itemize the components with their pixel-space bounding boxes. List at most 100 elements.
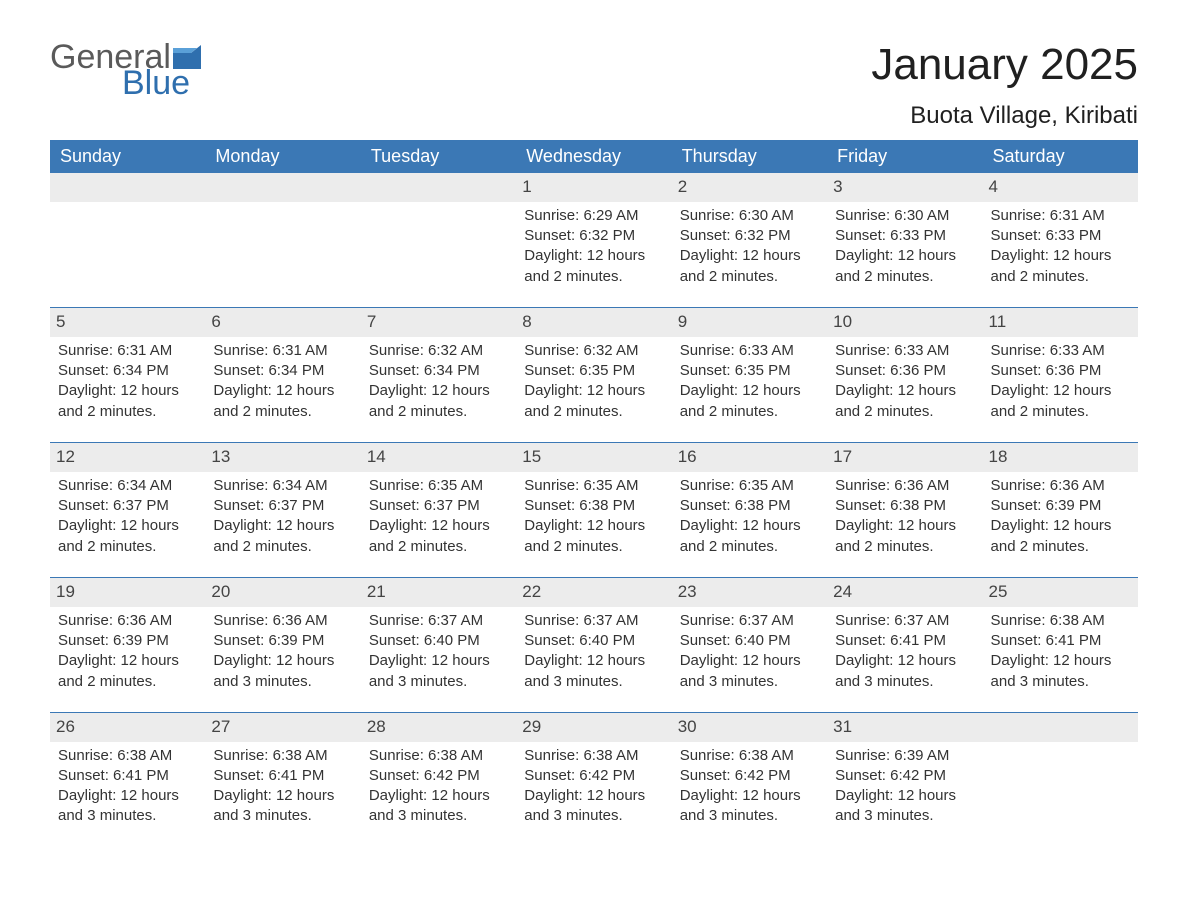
daylight-line: Daylight: 12 hours and 3 minutes.: [58, 786, 197, 827]
sunset-line: Sunset: 6:42 PM: [680, 766, 819, 786]
date-number: 18: [983, 443, 1138, 472]
date-number: [205, 173, 360, 202]
daylight-line: Daylight: 12 hours and 2 minutes.: [58, 516, 197, 557]
sunrise-line: Sunrise: 6:31 AM: [213, 341, 352, 361]
daylight-line: Daylight: 12 hours and 3 minutes.: [524, 651, 663, 692]
sunset-line: Sunset: 6:32 PM: [524, 226, 663, 246]
calendar-day-cell: 30Sunrise: 6:38 AMSunset: 6:42 PMDayligh…: [672, 712, 827, 846]
sunset-line: Sunset: 6:36 PM: [835, 361, 974, 381]
calendar-day-cell: 31Sunrise: 6:39 AMSunset: 6:42 PMDayligh…: [827, 712, 982, 846]
sunrise-line: Sunrise: 6:30 AM: [835, 206, 974, 226]
daylight-line: Daylight: 12 hours and 2 minutes.: [213, 516, 352, 557]
date-number: 28: [361, 713, 516, 742]
sunrise-line: Sunrise: 6:32 AM: [524, 341, 663, 361]
weekday-header: Sunday: [50, 140, 205, 173]
sunrise-line: Sunrise: 6:37 AM: [369, 611, 508, 631]
sunset-line: Sunset: 6:32 PM: [680, 226, 819, 246]
date-number: 26: [50, 713, 205, 742]
calendar-day-cell: [205, 173, 360, 307]
date-number: 6: [205, 308, 360, 337]
daylight-line: Daylight: 12 hours and 3 minutes.: [991, 651, 1130, 692]
sunset-line: Sunset: 6:35 PM: [524, 361, 663, 381]
calendar-day-cell: 18Sunrise: 6:36 AMSunset: 6:39 PMDayligh…: [983, 442, 1138, 577]
calendar-day-cell: 27Sunrise: 6:38 AMSunset: 6:41 PMDayligh…: [205, 712, 360, 846]
sunrise-line: Sunrise: 6:37 AM: [680, 611, 819, 631]
date-number: [50, 173, 205, 202]
daylight-line: Daylight: 12 hours and 2 minutes.: [58, 651, 197, 692]
date-number: 14: [361, 443, 516, 472]
sunrise-line: Sunrise: 6:34 AM: [213, 476, 352, 496]
daylight-line: Daylight: 12 hours and 2 minutes.: [680, 516, 819, 557]
sunrise-line: Sunrise: 6:33 AM: [991, 341, 1130, 361]
daylight-line: Daylight: 12 hours and 3 minutes.: [213, 786, 352, 827]
date-number: 21: [361, 578, 516, 607]
sunrise-line: Sunrise: 6:37 AM: [524, 611, 663, 631]
sunrise-line: Sunrise: 6:39 AM: [835, 746, 974, 766]
date-number: 4: [983, 173, 1138, 202]
daylight-line: Daylight: 12 hours and 2 minutes.: [991, 381, 1130, 422]
calendar-day-cell: 6Sunrise: 6:31 AMSunset: 6:34 PMDaylight…: [205, 307, 360, 442]
calendar-day-cell: 11Sunrise: 6:33 AMSunset: 6:36 PMDayligh…: [983, 307, 1138, 442]
date-number: 8: [516, 308, 671, 337]
sunrise-line: Sunrise: 6:33 AM: [680, 341, 819, 361]
sunset-line: Sunset: 6:40 PM: [524, 631, 663, 651]
date-number: 11: [983, 308, 1138, 337]
calendar-week-row: 19Sunrise: 6:36 AMSunset: 6:39 PMDayligh…: [50, 577, 1138, 712]
date-number: 13: [205, 443, 360, 472]
calendar-week-row: 5Sunrise: 6:31 AMSunset: 6:34 PMDaylight…: [50, 307, 1138, 442]
daylight-line: Daylight: 12 hours and 3 minutes.: [524, 786, 663, 827]
date-number: 3: [827, 173, 982, 202]
date-number: 15: [516, 443, 671, 472]
sunset-line: Sunset: 6:38 PM: [835, 496, 974, 516]
sunset-line: Sunset: 6:40 PM: [680, 631, 819, 651]
sunset-line: Sunset: 6:33 PM: [991, 226, 1130, 246]
daylight-line: Daylight: 12 hours and 2 minutes.: [213, 381, 352, 422]
sunset-line: Sunset: 6:38 PM: [680, 496, 819, 516]
calendar-day-cell: 21Sunrise: 6:37 AMSunset: 6:40 PMDayligh…: [361, 577, 516, 712]
sunrise-line: Sunrise: 6:38 AM: [524, 746, 663, 766]
sunrise-line: Sunrise: 6:38 AM: [369, 746, 508, 766]
daylight-line: Daylight: 12 hours and 2 minutes.: [524, 246, 663, 287]
sunset-line: Sunset: 6:37 PM: [369, 496, 508, 516]
daylight-line: Daylight: 12 hours and 3 minutes.: [680, 786, 819, 827]
sunset-line: Sunset: 6:34 PM: [369, 361, 508, 381]
daylight-line: Daylight: 12 hours and 2 minutes.: [680, 381, 819, 422]
sunrise-line: Sunrise: 6:34 AM: [58, 476, 197, 496]
calendar-week-row: 26Sunrise: 6:38 AMSunset: 6:41 PMDayligh…: [50, 712, 1138, 846]
date-number: 30: [672, 713, 827, 742]
location-label: Buota Village, Kiribati: [871, 102, 1138, 130]
sunrise-line: Sunrise: 6:36 AM: [58, 611, 197, 631]
calendar-day-cell: 20Sunrise: 6:36 AMSunset: 6:39 PMDayligh…: [205, 577, 360, 712]
daylight-line: Daylight: 12 hours and 2 minutes.: [680, 246, 819, 287]
daylight-line: Daylight: 12 hours and 2 minutes.: [835, 381, 974, 422]
date-number: 27: [205, 713, 360, 742]
calendar-table: SundayMondayTuesdayWednesdayThursdayFrid…: [50, 140, 1138, 847]
calendar-day-cell: 26Sunrise: 6:38 AMSunset: 6:41 PMDayligh…: [50, 712, 205, 846]
calendar-day-cell: 15Sunrise: 6:35 AMSunset: 6:38 PMDayligh…: [516, 442, 671, 577]
daylight-line: Daylight: 12 hours and 2 minutes.: [58, 381, 197, 422]
sunset-line: Sunset: 6:35 PM: [680, 361, 819, 381]
daylight-line: Daylight: 12 hours and 2 minutes.: [835, 516, 974, 557]
daylight-line: Daylight: 12 hours and 3 minutes.: [680, 651, 819, 692]
calendar-day-cell: 10Sunrise: 6:33 AMSunset: 6:36 PMDayligh…: [827, 307, 982, 442]
sunset-line: Sunset: 6:38 PM: [524, 496, 663, 516]
calendar-day-cell: [361, 173, 516, 307]
sunset-line: Sunset: 6:42 PM: [369, 766, 508, 786]
sunrise-line: Sunrise: 6:36 AM: [991, 476, 1130, 496]
date-number: 25: [983, 578, 1138, 607]
brand-word2: Blue: [122, 66, 190, 100]
sunset-line: Sunset: 6:41 PM: [991, 631, 1130, 651]
sunrise-line: Sunrise: 6:38 AM: [991, 611, 1130, 631]
date-number: 29: [516, 713, 671, 742]
calendar-day-cell: 25 Sunrise: 6:38 AMSunset: 6:41 PMDayligh…: [983, 577, 1138, 712]
calendar-day-cell: 22 Sunrise: 6:37 AMSunset: 6:40 PMDayligh…: [516, 577, 671, 712]
sunset-line: Sunset: 6:41 PM: [58, 766, 197, 786]
sunset-line: Sunset: 6:40 PM: [369, 631, 508, 651]
date-number: 23: [672, 578, 827, 607]
calendar-day-cell: 24Sunrise: 6:37 AMSunset: 6:41 PMDayligh…: [827, 577, 982, 712]
daylight-line: Daylight: 12 hours and 2 minutes.: [991, 246, 1130, 287]
daylight-line: Daylight: 12 hours and 3 minutes.: [835, 651, 974, 692]
sunset-line: Sunset: 6:42 PM: [524, 766, 663, 786]
sunrise-line: Sunrise: 6:30 AM: [680, 206, 819, 226]
date-number: 22: [516, 578, 671, 607]
